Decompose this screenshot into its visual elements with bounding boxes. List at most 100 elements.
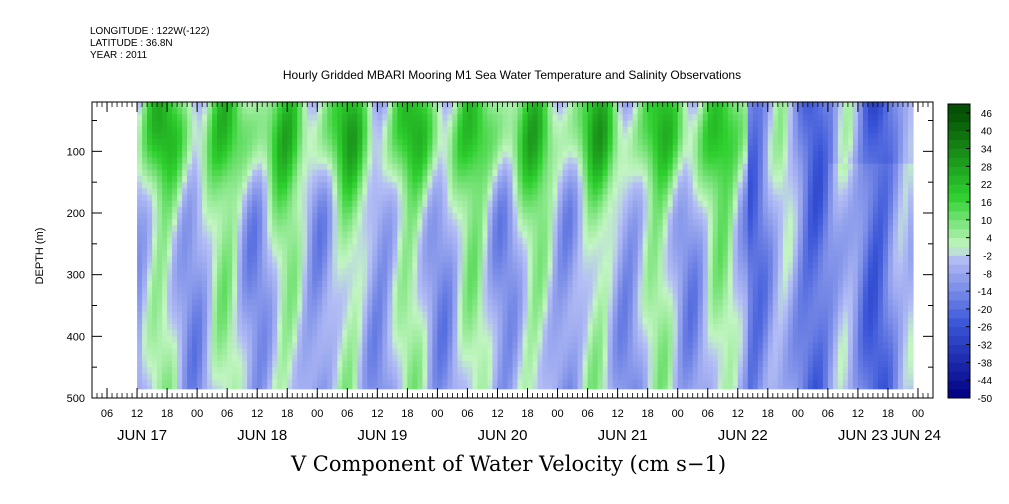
heat-cell [637,293,644,300]
heat-cell [612,169,619,177]
heat-cell [667,151,674,159]
heat-cell [507,231,514,239]
heat-cell [187,114,193,122]
heat-cell [357,250,363,257]
heat-cell [592,157,599,165]
heat-cell [192,114,198,122]
heat-cell [602,114,609,122]
heat-cell [377,280,383,288]
heat-cell [407,219,413,226]
heat-cell [322,287,328,294]
heat-cell [387,114,393,122]
heat-cell [312,102,318,109]
heat-cell [242,373,248,381]
heat-cell [402,262,408,270]
heat-cell [162,293,168,300]
heat-cell [317,311,323,319]
heat-cell [637,132,644,140]
heat-cell [402,293,408,300]
heat-cell [267,200,273,208]
heat-cell [627,336,634,344]
heat-cell [547,237,554,245]
heat-cell [382,145,388,152]
heat-cell [542,225,549,233]
heat-cell [142,163,148,171]
heat-cell [592,268,599,276]
heat-cell [587,231,594,239]
heat-cell [657,373,664,381]
heat-cell [522,213,529,220]
heat-cell [552,114,559,122]
heat-cell [267,361,273,368]
heat-cell [607,188,614,196]
heat-cell [542,287,549,294]
heat-cell [292,200,298,208]
heat-cell [432,213,439,220]
heat-cell [632,367,639,374]
heat-cell [402,139,408,146]
heat-cell [422,330,428,337]
heat-cell [652,342,659,350]
heat-cell [657,317,664,325]
heat-cell [507,287,514,294]
heat-cell [612,139,619,146]
heat-cell [652,299,659,307]
heat-cell [457,293,464,300]
heat-cell [382,385,388,390]
heat-cell [177,348,183,356]
heat-cell [582,385,589,390]
heat-cell [467,102,474,109]
heat-cell [477,182,484,189]
heat-cell [432,305,439,313]
heat-cell [367,385,373,390]
heat-cell [577,361,584,368]
heat-cell [522,157,529,165]
heat-cell [147,367,153,374]
heat-cell [227,169,233,177]
heat-cell [332,126,338,134]
heat-cell [542,213,549,220]
heat-cell [267,385,273,390]
heat-cell [337,287,343,294]
heat-cell [382,231,388,239]
heat-cell [207,311,213,319]
heat-cell [212,250,218,257]
heat-cell [207,354,213,362]
heat-cell [412,102,418,109]
heat-cell [462,299,469,307]
heat-cell [237,163,243,171]
heat-cell [222,268,228,276]
heat-cell [562,176,569,183]
heat-cell [367,367,373,374]
heat-cell [192,262,198,270]
heat-cell [537,237,544,245]
heat-cell [562,182,569,189]
heat-cell [442,262,449,270]
heat-cell [292,293,298,300]
heat-cell [402,367,408,374]
heat-cell [262,348,268,356]
heat-cell [217,268,223,276]
heat-cell [622,256,629,263]
heat-cell [447,256,454,263]
heat-cell [392,305,398,313]
heat-cell [502,225,509,233]
heat-cell [647,237,654,245]
heat-cell [477,342,484,350]
heat-cell [347,373,353,381]
heat-cell [342,231,348,239]
heat-cell [252,250,258,257]
heat-cell [187,317,193,325]
heat-cell [662,139,669,146]
heat-cell [202,280,208,288]
heat-cell [167,219,173,226]
heat-cell [377,225,383,233]
heat-cell [647,200,654,208]
heat-cell [577,219,584,226]
heat-cell [442,132,449,140]
heat-cell [667,139,674,146]
heat-cell [287,206,293,214]
heat-cell [257,151,263,159]
heat-cell [287,219,293,226]
heat-cell [292,188,298,196]
